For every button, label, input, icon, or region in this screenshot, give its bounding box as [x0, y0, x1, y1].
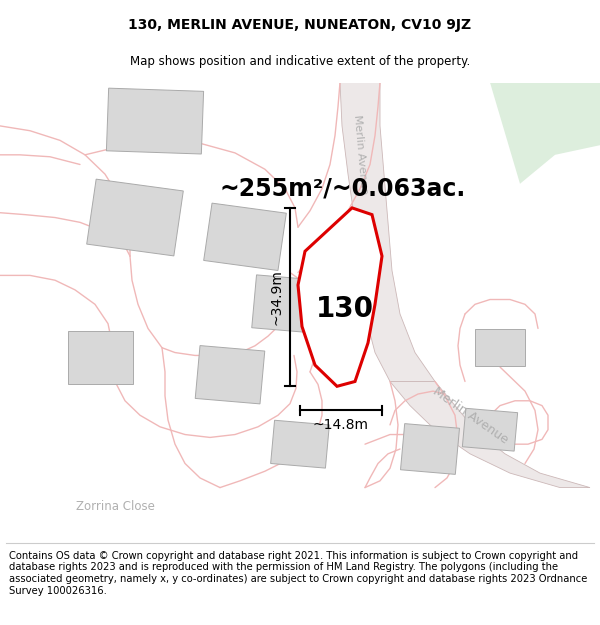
Text: Map shows position and indicative extent of the property.: Map shows position and indicative extent…	[130, 56, 470, 68]
Polygon shape	[463, 408, 518, 451]
Text: ~34.9m: ~34.9m	[269, 269, 283, 325]
Text: 130, MERLIN AVENUE, NUNEATON, CV10 9JZ: 130, MERLIN AVENUE, NUNEATON, CV10 9JZ	[128, 18, 472, 32]
Text: ~255m²/~0.063ac.: ~255m²/~0.063ac.	[220, 177, 466, 201]
Text: Contains OS data © Crown copyright and database right 2021. This information is : Contains OS data © Crown copyright and d…	[9, 551, 587, 596]
Polygon shape	[86, 179, 184, 256]
Polygon shape	[401, 424, 460, 474]
Polygon shape	[252, 275, 328, 334]
Polygon shape	[271, 420, 329, 468]
Text: Zorrina Close: Zorrina Close	[76, 501, 154, 513]
Polygon shape	[203, 203, 286, 271]
Polygon shape	[195, 346, 265, 404]
Text: Merlin Avenue: Merlin Avenue	[352, 115, 368, 195]
Text: ~14.8m: ~14.8m	[313, 418, 369, 432]
Text: 130: 130	[316, 295, 374, 323]
Polygon shape	[475, 329, 525, 366]
Polygon shape	[390, 381, 590, 488]
Polygon shape	[106, 88, 203, 154]
Polygon shape	[490, 82, 600, 184]
Polygon shape	[67, 331, 133, 384]
Polygon shape	[340, 82, 435, 381]
Polygon shape	[298, 208, 382, 386]
Text: Merlin Avenue: Merlin Avenue	[430, 384, 510, 446]
